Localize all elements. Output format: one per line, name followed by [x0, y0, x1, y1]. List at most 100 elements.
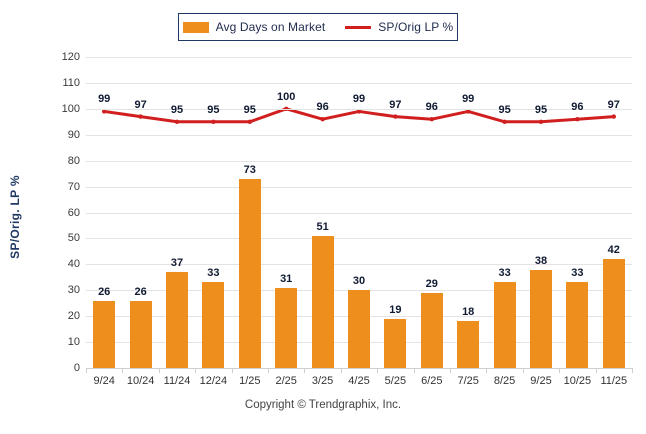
line-point-marker[interactable] [393, 114, 398, 119]
x-axis-tick [559, 368, 561, 373]
line-point-marker[interactable] [575, 117, 580, 122]
line-value-label: 100 [277, 90, 296, 103]
line-point-marker[interactable] [174, 119, 180, 124]
line-swatch-icon [345, 25, 372, 29]
bar-avg-days-on-market[interactable] [566, 282, 589, 368]
line-value-label: 95 [170, 103, 184, 116]
bar-avg-days-on-market[interactable] [530, 269, 552, 368]
x-axis-tick [632, 368, 633, 373]
y-axis-tick-label: 60 [67, 206, 80, 219]
line-value-label: 95 [243, 103, 256, 116]
x-axis-tick [450, 368, 451, 373]
line-point-marker[interactable] [429, 117, 434, 122]
y-axis-tick-label: 0 [73, 362, 80, 374]
line-point-marker[interactable] [247, 119, 252, 124]
bar-avg-days-on-market[interactable] [275, 287, 298, 368]
line-point-marker[interactable] [102, 109, 107, 114]
bar-value-label: 37 [170, 257, 184, 270]
x-axis-tick [268, 368, 269, 373]
x-axis-tick [340, 368, 342, 373]
y-axis-tick-label: 120 [61, 51, 80, 63]
x-axis-tick-label: 2/25 [275, 375, 297, 387]
line-value-label: 96 [425, 101, 438, 114]
bar-swatch-icon [182, 21, 209, 33]
x-axis-tick-label: 1/25 [239, 375, 261, 387]
y-axis-title: SP/Orig. LP % [8, 175, 22, 259]
y-gridline [86, 212, 632, 214]
bar-value-label: 42 [607, 244, 620, 257]
y-gridline [86, 108, 632, 110]
y-gridline [86, 264, 632, 266]
bar-avg-days-on-market[interactable] [202, 282, 225, 368]
bar-value-label: 18 [462, 306, 475, 319]
x-axis-tick-label: 8/25 [493, 375, 516, 387]
line-value-label: 99 [352, 93, 366, 106]
y-axis-tick-label: 10 [67, 336, 80, 349]
line-point-marker[interactable] [211, 119, 216, 124]
line-value-label: 96 [316, 101, 329, 114]
y-axis-tick-label: 70 [67, 180, 80, 193]
line-point-marker[interactable] [320, 117, 325, 122]
bar-avg-days-on-market[interactable] [602, 259, 625, 368]
line-point-marker[interactable] [138, 114, 143, 119]
y-axis-tick-label: 80 [67, 154, 80, 167]
bar-value-label: 73 [243, 163, 256, 176]
bar-value-label: 29 [425, 277, 438, 290]
bar-avg-days-on-market[interactable] [129, 300, 152, 368]
line-point-marker[interactable] [611, 114, 616, 119]
bar-value-label: 33 [498, 267, 511, 280]
bar-value-label: 31 [280, 272, 293, 285]
bar-avg-days-on-market[interactable] [93, 300, 116, 368]
x-axis-tick [231, 368, 233, 373]
y-gridline [86, 238, 632, 240]
line-point-marker[interactable] [356, 109, 362, 114]
x-axis-tick [377, 368, 379, 373]
line-value-label: 97 [607, 98, 620, 111]
legend-item-sp-orig-lp-pct[interactable]: SP/Orig LP % [345, 20, 453, 34]
y-axis-tick-label: 50 [67, 232, 80, 245]
line-value-label: 97 [389, 98, 402, 111]
chart-legend: Avg Days on Market SP/Orig LP % [178, 13, 458, 41]
line-point-marker[interactable] [502, 119, 507, 124]
bar-avg-days-on-market[interactable] [238, 178, 261, 368]
bar-avg-days-on-market[interactable] [166, 272, 188, 368]
bar-avg-days-on-market[interactable] [311, 235, 334, 368]
bar-avg-days-on-market[interactable] [348, 290, 370, 368]
legend-item-label: Avg Days on Market [215, 20, 326, 34]
line-value-label: 95 [498, 103, 511, 116]
line-point-marker[interactable] [538, 119, 544, 124]
x-axis-tick-label: 6/25 [421, 375, 443, 387]
x-axis-tick-label: 10/24 [126, 375, 155, 387]
y-axis-tick-label: 90 [67, 128, 80, 141]
bar-value-label: 30 [352, 275, 366, 288]
line-value-label: 95 [534, 103, 548, 116]
x-axis-tick-label: 7/25 [457, 375, 479, 387]
x-axis-tick-label: 9/25 [530, 375, 552, 387]
x-axis-tick [522, 368, 524, 373]
x-axis-line [86, 368, 632, 369]
y-gridline [86, 160, 632, 162]
y-axis-tick-label: 100 [61, 102, 80, 115]
x-axis-tick [86, 368, 87, 373]
x-axis-tick-label: 5/25 [384, 375, 407, 387]
y-gridline [86, 186, 632, 188]
x-axis-tick-label: 9/24 [93, 375, 115, 387]
line-value-label: 97 [134, 98, 147, 111]
copyright-notice: Copyright © Trendgraphix, Inc. [244, 399, 402, 411]
bar-avg-days-on-market[interactable] [420, 292, 443, 368]
bar-value-label: 33 [207, 267, 220, 280]
y-axis-tick-labels: 0 10 20 30 40 50 60 70 80 90 100 110 120 [48, 51, 80, 374]
legend-item-avg-days-on-market[interactable]: Avg Days on Market [182, 20, 326, 34]
bar-avg-days-on-market[interactable] [457, 321, 480, 368]
bar-avg-days-on-market[interactable] [493, 282, 516, 368]
line-value-label: 99 [462, 93, 475, 106]
x-axis-tick-label: 10/25 [563, 375, 592, 387]
y-gridline [86, 57, 632, 58]
bar-value-label: 38 [534, 254, 548, 267]
line-point-marker[interactable] [466, 109, 471, 114]
line-series-sp-orig-lp-pct [102, 106, 616, 124]
line-value-label: 99 [98, 93, 111, 106]
x-axis-tick-label: 4/25 [348, 375, 370, 387]
bar-avg-days-on-market[interactable] [384, 318, 407, 368]
plot-area: 26 26 37 33 73 31 51 30 19 29 18 33 38 33 42 99 97 95 95 95… [86, 57, 632, 369]
